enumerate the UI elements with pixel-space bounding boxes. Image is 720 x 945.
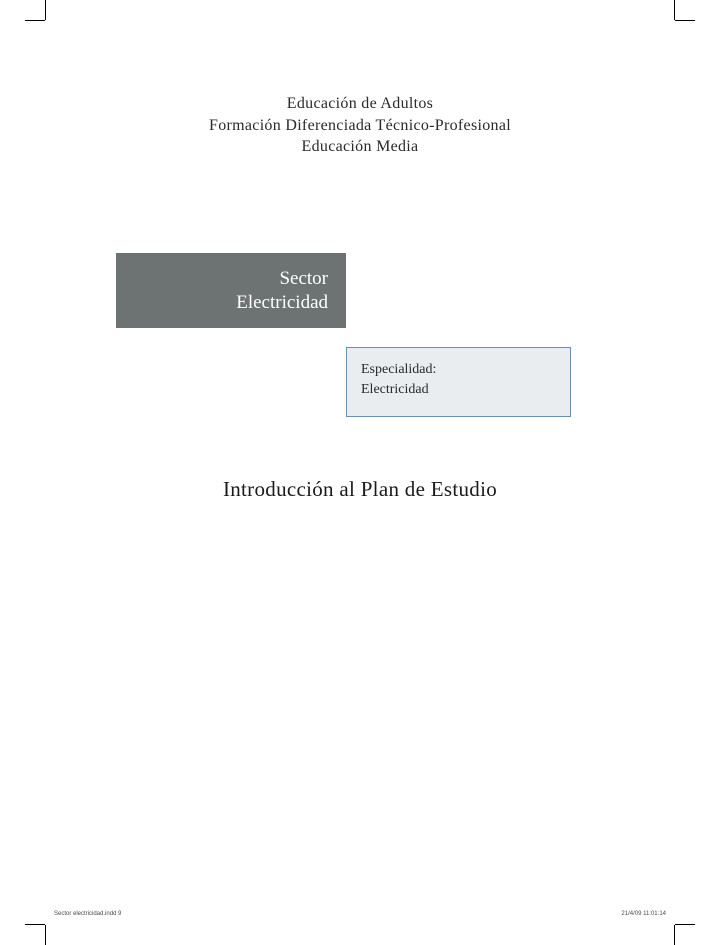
footer: Sector electricidad.indd 9 21/4/09 11:01… — [54, 911, 666, 917]
sector-label: Sector — [279, 267, 328, 291]
crop-mark — [45, 925, 46, 945]
crop-mark — [45, 0, 46, 20]
crop-mark — [675, 20, 695, 21]
crop-mark — [674, 0, 675, 20]
header-line-1: Educación de Adultos — [48, 93, 672, 115]
page-content: Educación de Adultos Formación Diferenci… — [48, 25, 672, 920]
specialty-box: Especialidad: Electricidad — [346, 347, 571, 417]
crop-mark — [25, 924, 45, 925]
footer-left: Sector electricidad.indd 9 — [54, 911, 121, 917]
crop-mark — [674, 925, 675, 945]
crop-mark — [25, 20, 45, 21]
crop-mark — [675, 924, 695, 925]
sector-value: Electricidad — [236, 291, 328, 315]
footer-right: 21/4/09 11:01:14 — [621, 911, 666, 917]
header-block: Educación de Adultos Formación Diferenci… — [48, 93, 672, 158]
header-line-2: Formación Diferenciada Técnico-Profesion… — [48, 115, 672, 137]
specialty-value: Electricidad — [361, 380, 556, 400]
specialty-label: Especialidad: — [361, 360, 556, 380]
main-title: Introducción al Plan de Estudio — [48, 477, 672, 502]
sector-box: Sector Electricidad — [116, 253, 346, 328]
header-line-3: Educación Media — [48, 136, 672, 158]
